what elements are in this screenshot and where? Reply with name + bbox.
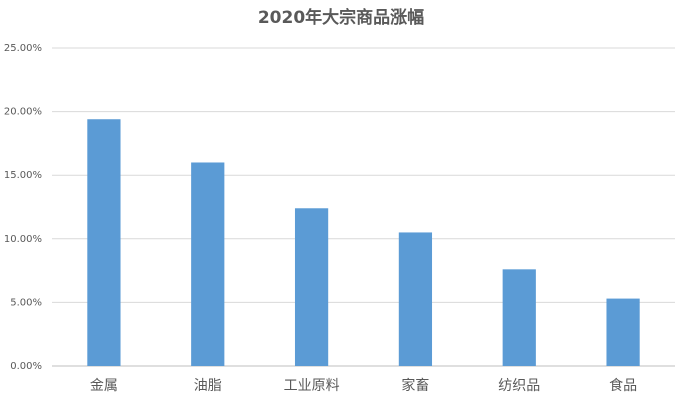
- bar: [191, 162, 225, 366]
- x-tick-label: 家畜: [401, 377, 429, 394]
- x-tick-label: 纺织品: [498, 378, 540, 394]
- bar: [502, 269, 536, 366]
- x-tick-label: 食品: [609, 377, 637, 394]
- x-tick-label: 金属: [90, 378, 118, 394]
- y-tick-label: 15.00%: [4, 170, 42, 181]
- y-tick-label: 25.00%: [4, 43, 42, 54]
- bar: [294, 208, 329, 366]
- y-tick-label: 0.00%: [10, 361, 42, 372]
- y-tick-label: 10.00%: [4, 234, 42, 245]
- bar: [398, 232, 433, 366]
- bar: [606, 298, 640, 366]
- x-tick-label: 油脂: [194, 378, 222, 394]
- bar: [87, 119, 121, 367]
- x-tick-label: 工业原料: [284, 378, 340, 394]
- chart-title: 2020年大宗商品涨幅: [258, 7, 424, 28]
- y-tick-label: 20.00%: [4, 107, 42, 118]
- y-tick-label: 5.00%: [10, 297, 42, 308]
